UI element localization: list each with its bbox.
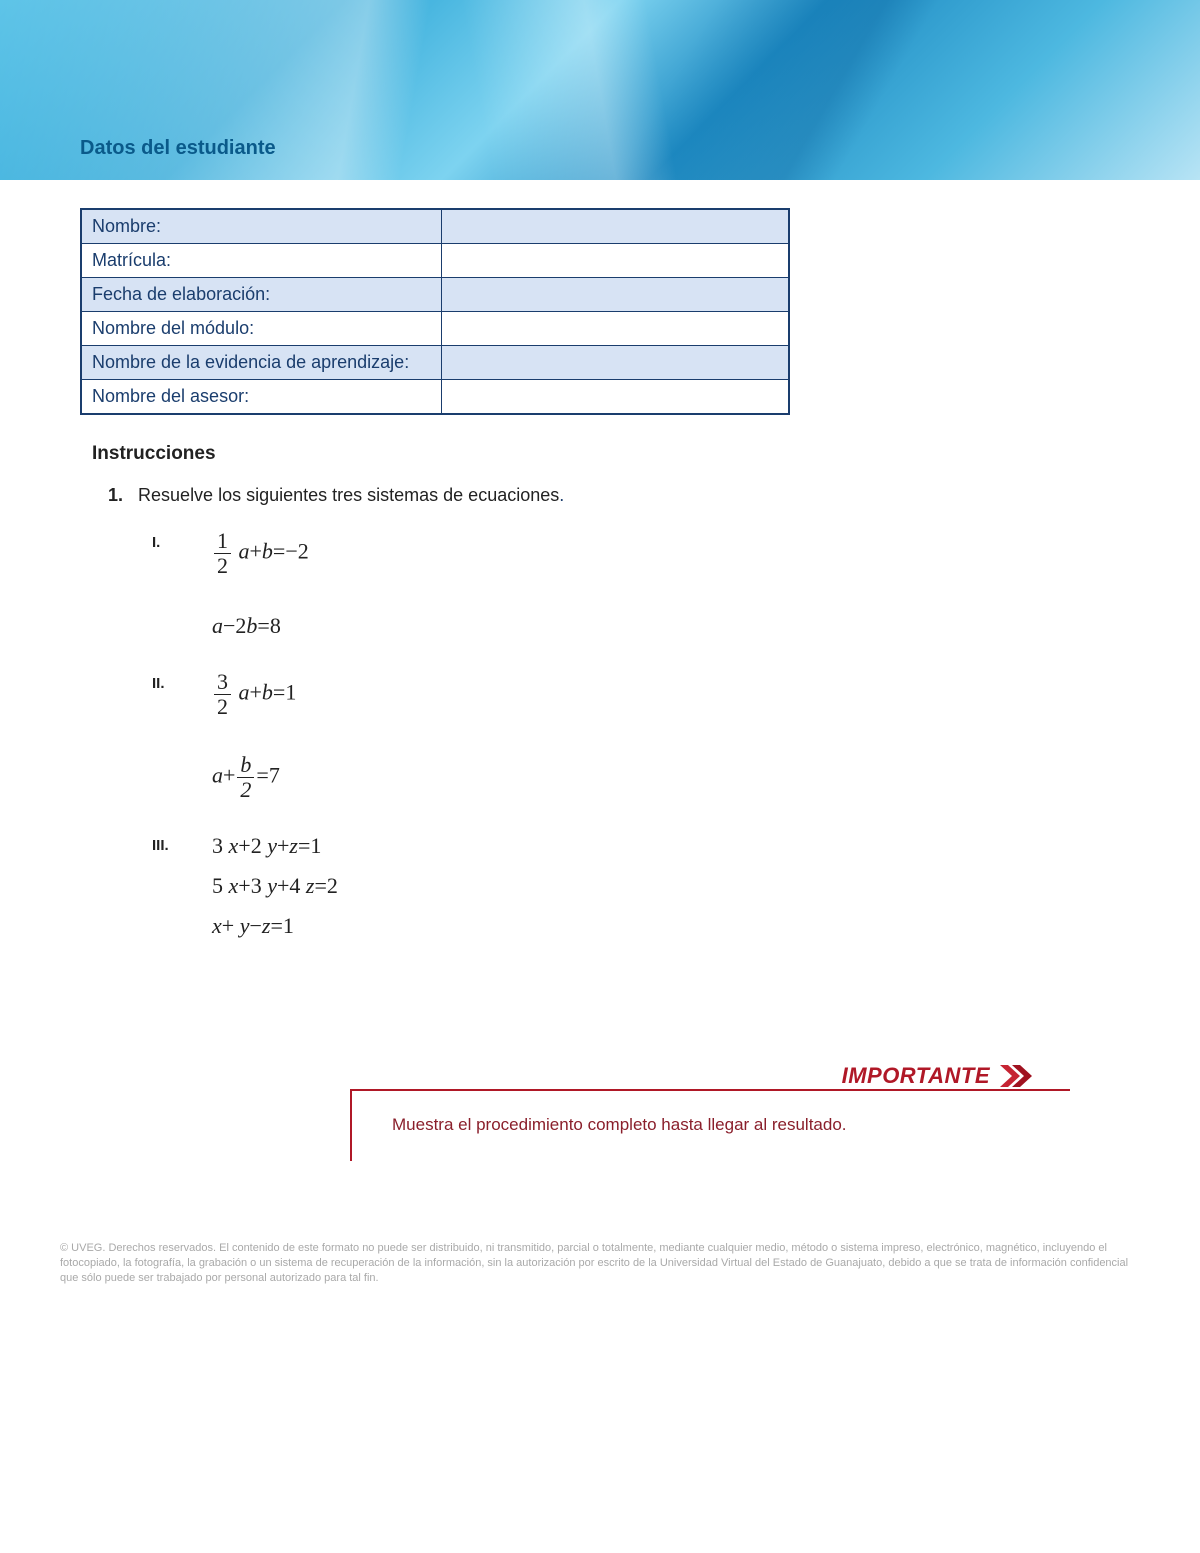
instruction-text: Resuelve los siguientes tres sistemas de… <box>138 485 559 505</box>
field-value[interactable] <box>441 209 789 244</box>
field-label: Nombre del módulo: <box>81 312 441 346</box>
problem-roman: I. <box>152 530 212 657</box>
banner-title: Datos del estudiante <box>80 137 276 160</box>
instruction-item: 1. Resuelve los siguientes tres sistemas… <box>108 485 1120 506</box>
equation: a+b2=7 <box>212 754 296 801</box>
page-content: Nombre:Matrícula:Fecha de elaboración:No… <box>0 180 1200 1201</box>
equation-group: 3 x+2 y+z=1 5 x+3 y+4 z=2 x+ y−z=1 <box>212 833 338 953</box>
problem-roman: II. <box>152 671 212 819</box>
copyright-footer: © UVEG. Derechos reservados. El contenid… <box>0 1201 1200 1316</box>
equation-group: 12 a+b=−2 a−2b=8 <box>212 530 309 657</box>
student-info-table: Nombre:Matrícula:Fecha de elaboración:No… <box>80 208 790 415</box>
equation: 12 a+b=−2 <box>212 530 309 577</box>
instruction-number: 1. <box>108 485 123 505</box>
field-label: Nombre: <box>81 209 441 244</box>
table-row: Nombre de la evidencia de aprendizaje: <box>81 346 789 380</box>
callout-header: IMPORTANTE <box>350 1063 1070 1089</box>
field-label: Matrícula: <box>81 244 441 278</box>
equation: 5 x+3 y+4 z=2 <box>212 873 338 899</box>
equation-group: 32 a+b=1 a+b2=7 <box>212 671 296 819</box>
table-row: Fecha de elaboración: <box>81 278 789 312</box>
header-banner: Datos del estudiante <box>0 0 1200 180</box>
table-row: Matrícula: <box>81 244 789 278</box>
field-value[interactable] <box>441 312 789 346</box>
table-row: Nombre del módulo: <box>81 312 789 346</box>
equation: x+ y−z=1 <box>212 913 338 939</box>
instruction-period: . <box>559 485 564 505</box>
field-value[interactable] <box>441 346 789 380</box>
field-label: Nombre del asesor: <box>81 380 441 415</box>
problem-roman: III. <box>152 833 212 953</box>
equation: 3 x+2 y+z=1 <box>212 833 338 859</box>
problem: I.12 a+b=−2 a−2b=8 <box>152 530 1120 657</box>
chevron-right-icon <box>998 1063 1040 1089</box>
table-row: Nombre: <box>81 209 789 244</box>
problems-list: I.12 a+b=−2a−2b=8II.32 a+b=1a+b2=7III.3 … <box>152 530 1120 953</box>
field-label: Fecha de elaboración: <box>81 278 441 312</box>
table-row: Nombre del asesor: <box>81 380 789 415</box>
instructions-heading: Instrucciones <box>92 443 1120 465</box>
field-label: Nombre de la evidencia de aprendizaje: <box>81 346 441 380</box>
equation: a−2b=8 <box>212 613 309 639</box>
problem: III.3 x+2 y+z=1 5 x+3 y+4 z=2 x+ y−z=1 <box>152 833 1120 953</box>
field-value[interactable] <box>441 244 789 278</box>
important-callout: IMPORTANTE Muestra el procedimiento comp… <box>350 1063 1070 1161</box>
callout-label: IMPORTANTE <box>842 1063 990 1089</box>
field-value[interactable] <box>441 278 789 312</box>
field-value[interactable] <box>441 380 789 415</box>
equation: 32 a+b=1 <box>212 671 296 718</box>
callout-body: Muestra el procedimiento completo hasta … <box>350 1089 1070 1161</box>
problem: II.32 a+b=1 a+b2=7 <box>152 671 1120 819</box>
